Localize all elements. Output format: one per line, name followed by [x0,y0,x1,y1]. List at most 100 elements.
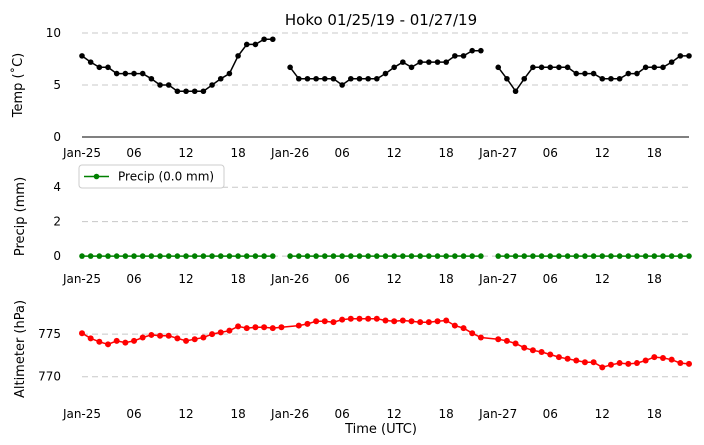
data-point [660,253,666,259]
data-point [339,316,346,323]
data-point [330,319,337,326]
data-point [582,253,588,259]
data-point [677,253,684,259]
data-point [226,327,233,334]
data-point [426,59,432,65]
data-point [365,75,371,82]
data-point [686,360,692,367]
x-tick-label: 06 [543,407,558,421]
data-point [555,354,562,361]
data-point [165,332,172,339]
x-tick-label: 18 [439,272,454,286]
data-point [625,253,632,259]
y-tick-label: 10 [46,26,61,40]
legend-label: Precip (0.0 mm) [118,170,214,184]
data-point [582,70,588,77]
data-point [503,337,510,344]
data-point [139,334,146,341]
data-point [304,253,311,259]
data-point [616,360,623,367]
data-point [391,318,398,325]
data-point [217,253,224,259]
x-tick-label: 18 [647,407,662,421]
data-point [87,253,94,259]
x-axis-label: Time (UTC) [344,422,417,437]
data-point [373,315,380,322]
data-point [651,253,658,259]
data-point [382,70,389,77]
data-point [625,70,632,77]
x-tick-label: 06 [543,146,558,160]
data-point [365,315,372,322]
x-tick-label: 06 [543,272,558,286]
data-point [547,64,554,71]
data-point [469,47,476,54]
data-point [625,360,632,367]
data-point [330,75,337,82]
data-point [590,70,597,77]
data-point [573,253,580,259]
data-point [434,59,441,65]
y-axis-label: Precip (mm) [13,177,28,256]
data-point [634,253,640,259]
x-tick-label: 18 [439,146,454,160]
data-point [616,75,623,82]
data-point [191,253,198,259]
data-point [590,253,597,259]
x-tick-label: 06 [126,407,141,421]
y-tick-label: 2 [53,215,61,229]
data-point [564,355,571,362]
precipitation-panel: 0 2 4 Jan-25 06 12 18 Jan-26 06 12 18 Jan-27 06 12 18 P… [13,164,692,286]
data-point [165,253,172,259]
data-point [200,334,207,341]
x-tick-label: 12 [387,407,402,421]
data-point [434,253,441,259]
data-point [443,253,450,259]
legend-box [78,164,225,189]
data-point [113,253,120,259]
data-point [322,75,328,82]
data-point [191,336,198,343]
data-point [642,253,649,259]
data-point [183,88,189,95]
data-point [530,64,536,71]
data-point [391,64,397,71]
data-point [200,253,207,259]
data-point [131,253,137,259]
data-point [209,82,215,88]
data-point [295,253,302,259]
data-point [261,253,267,259]
data-point [651,354,658,361]
data-point [183,253,189,259]
data-point [235,253,241,259]
data-point [417,319,424,326]
data-point [512,253,519,259]
x-tick-label: Jan-27 [478,272,517,286]
data-point [642,64,649,71]
data-point [530,253,536,259]
x-tick-label: 18 [230,272,245,286]
data-point [209,331,216,338]
data-point [504,253,510,259]
y-tick-label: 0 [53,249,61,263]
data-point [313,75,319,82]
x-tick-label: 06 [335,407,350,421]
data-point [339,253,345,259]
x-tick-label: 18 [230,146,245,160]
data-point [408,318,415,325]
data-point [495,253,502,259]
data-point [356,75,363,82]
data-point [608,75,614,82]
data-point [226,253,233,259]
data-point [677,360,684,367]
data-point [330,253,337,259]
data-point [521,75,528,82]
y-tick-label: 5 [53,78,61,92]
data-point [269,253,276,259]
data-point [538,64,545,71]
data-point [79,253,85,259]
data-point [634,70,640,77]
data-point [235,323,242,330]
data-point [287,253,293,259]
data-point [660,64,666,71]
